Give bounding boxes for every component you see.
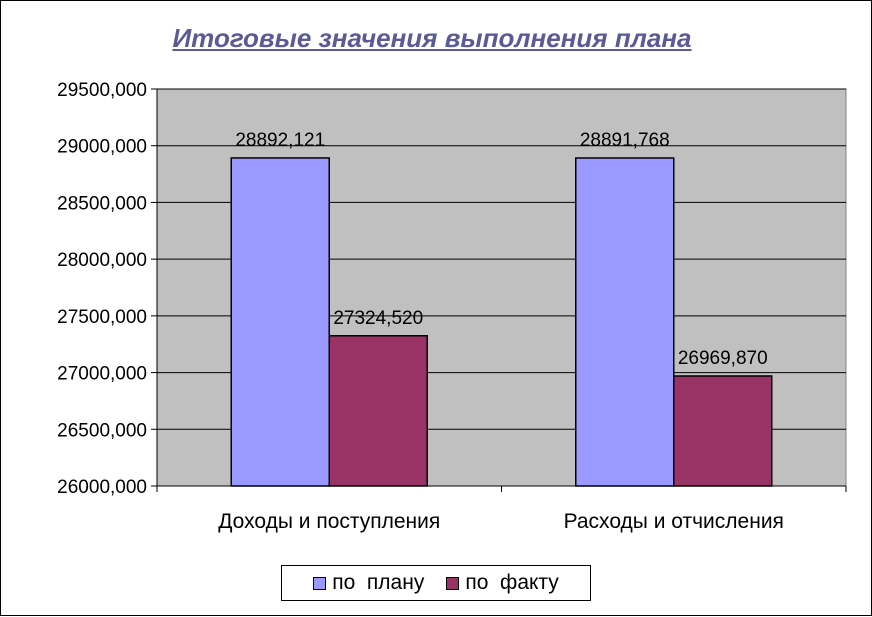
- y-tick-label: 29000,000: [57, 137, 147, 158]
- legend-swatch-plan: [313, 576, 327, 590]
- y-tick-label: 27000,000: [57, 364, 147, 385]
- y-tick-label: 28500,000: [57, 193, 147, 214]
- bar-fact-0: [328, 335, 428, 487]
- bar-plan-0: [230, 157, 330, 487]
- bar-fact-1: [673, 375, 773, 487]
- y-tick-label: 29500,000: [57, 80, 147, 101]
- legend-label-fact: по факту: [465, 571, 559, 594]
- data-label: 28891,768: [580, 130, 670, 151]
- legend-item-fact: по факту: [446, 571, 559, 595]
- data-label: 26969,870: [678, 348, 768, 369]
- bar-plan-1: [575, 157, 675, 487]
- chart-title: Итоговые значения выполнения плана: [172, 23, 692, 53]
- data-label: 28892,121: [235, 130, 325, 151]
- data-label: 27324,520: [333, 308, 423, 329]
- chart-legend: по плану по факту: [281, 565, 591, 601]
- x-category-label: Расходы и отчисления: [564, 510, 784, 533]
- x-category-label: Доходы и поступления: [218, 510, 440, 533]
- y-tick-label: 27500,000: [57, 307, 147, 328]
- legend-swatch-fact: [446, 576, 460, 590]
- y-tick-label: 26000,000: [57, 477, 147, 498]
- legend-item-plan: по плану: [313, 571, 424, 595]
- legend-label-plan: по плану: [332, 571, 425, 594]
- y-tick-label: 28000,000: [57, 250, 147, 271]
- y-tick-label: 26500,000: [57, 420, 147, 441]
